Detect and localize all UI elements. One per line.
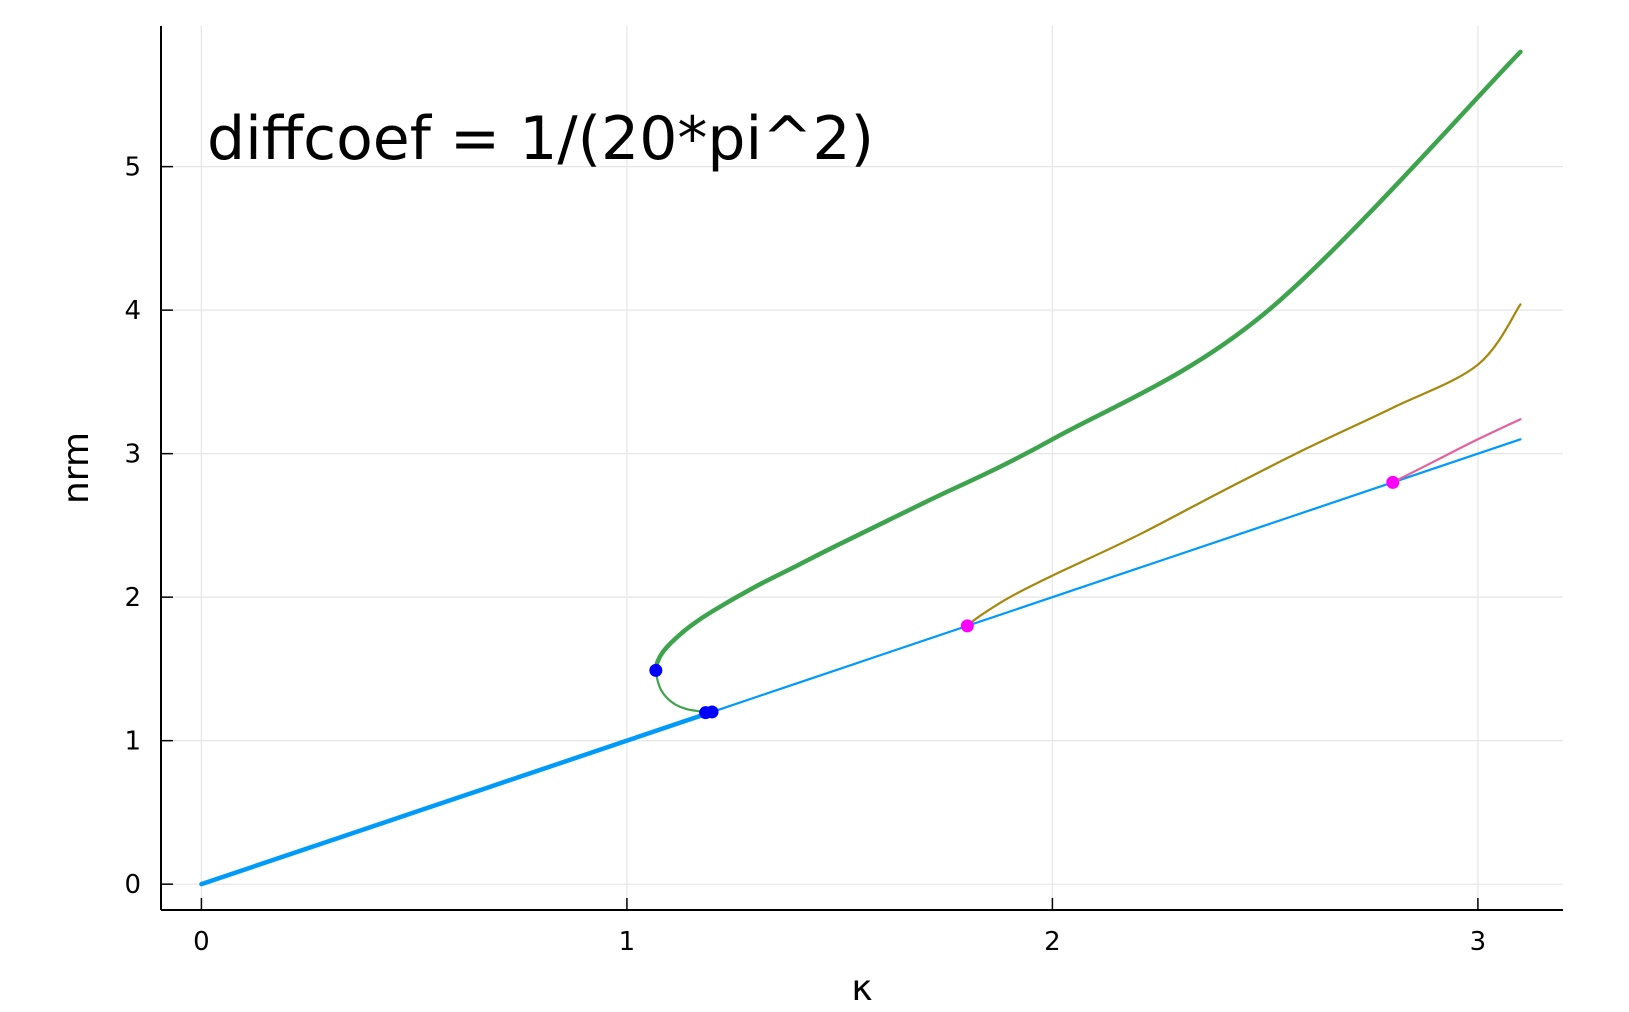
special-point-marker <box>649 663 663 677</box>
x-tick-label: 0 <box>193 927 210 957</box>
series-line-2 <box>654 669 709 714</box>
axes-layer <box>160 26 1563 911</box>
special-point-marker <box>960 619 974 633</box>
x-tick-label: 1 <box>619 927 636 957</box>
y-tick-label: 0 <box>124 870 141 900</box>
series-line-3 <box>653 49 1523 673</box>
series-line-4 <box>966 303 1522 627</box>
special-point-marker <box>1386 475 1400 489</box>
y-tick-label: 3 <box>124 440 141 470</box>
y-tick-label: 1 <box>124 727 141 757</box>
series-line-0 <box>199 711 711 887</box>
chart-annotation: diffcoef = 1/(20*pi^2) <box>207 104 874 174</box>
x-axis-label: κ <box>851 968 872 1009</box>
y-tick-label: 4 <box>124 296 141 326</box>
series-line-5 <box>1391 418 1522 484</box>
x-tick-label: 3 <box>1470 927 1487 957</box>
marker-layer <box>649 475 1400 720</box>
y-axis-label: nrm <box>56 432 97 504</box>
series-layer <box>199 49 1523 887</box>
y-tick-label: 5 <box>124 153 141 183</box>
tick-layer: 0 1 2 3 0 1 2 3 4 5 <box>124 153 1486 957</box>
special-point-marker <box>705 705 719 719</box>
y-tick-label: 2 <box>124 583 141 613</box>
x-tick-label: 2 <box>1044 927 1061 957</box>
grid-layer <box>161 26 1563 910</box>
